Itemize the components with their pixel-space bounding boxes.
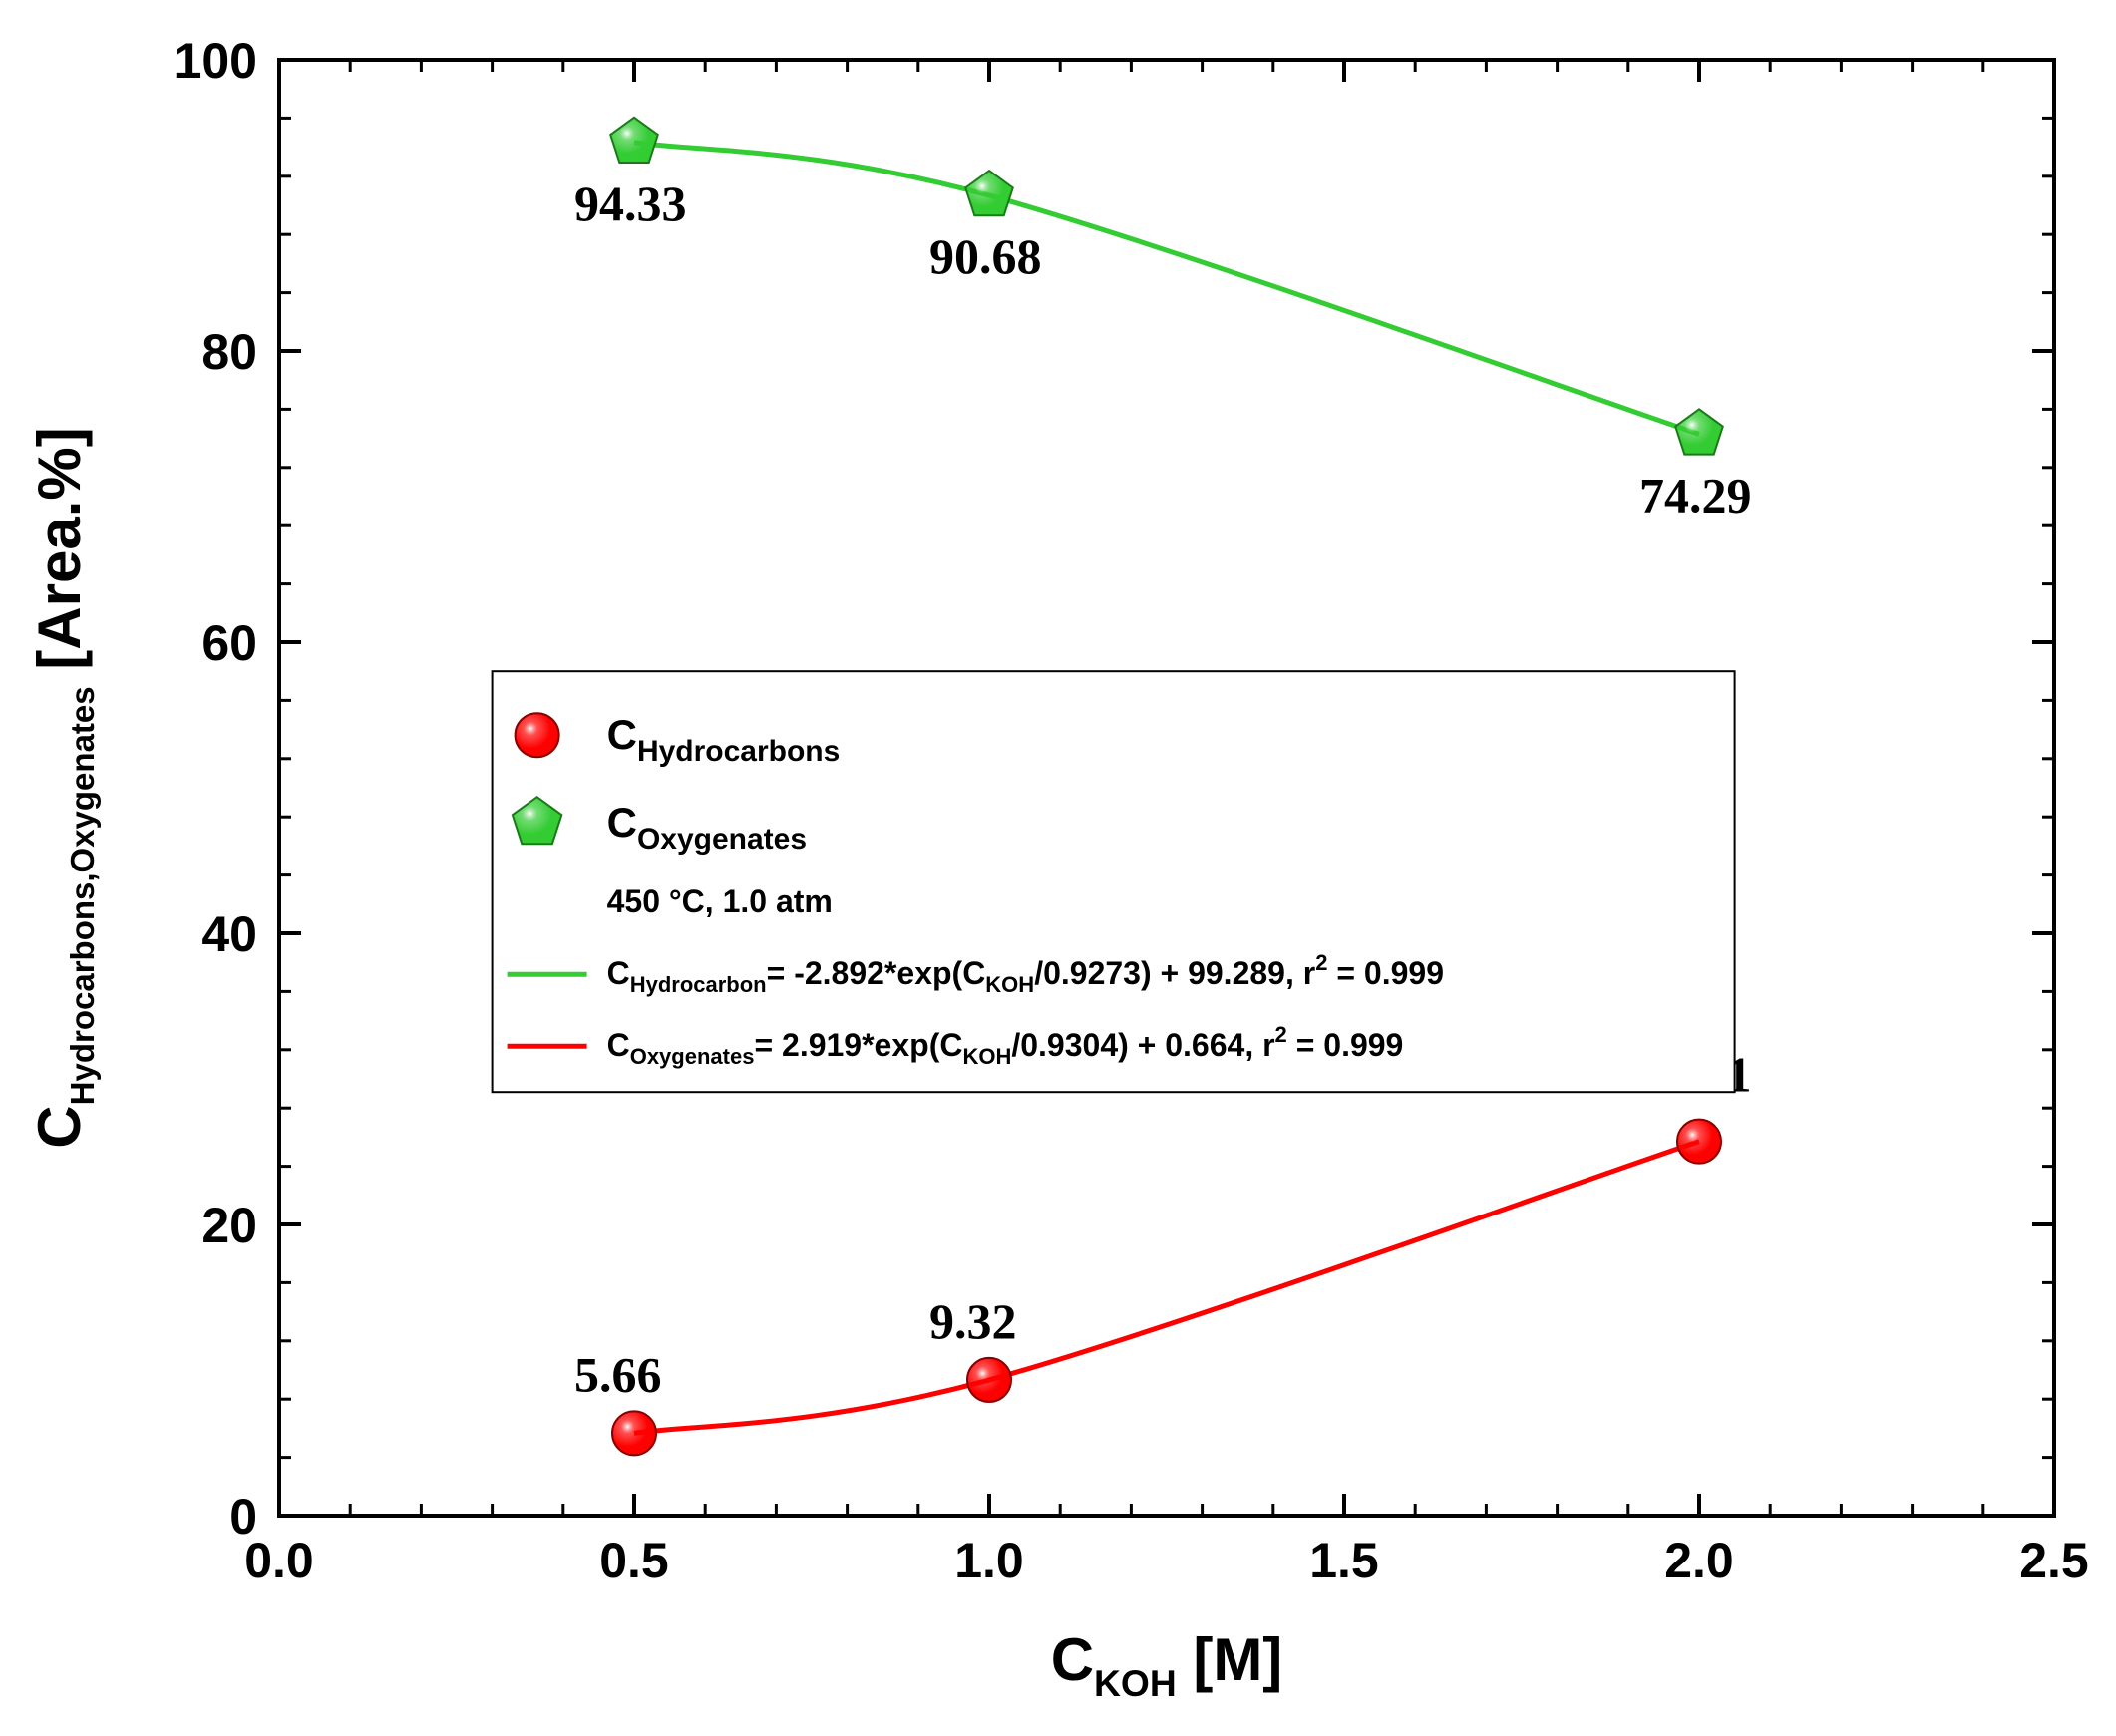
data-label: 74.29	[1639, 467, 1752, 522]
chart-container: 0.00.51.01.52.02.5020406080100CKOH [M]CH…	[0, 0, 2116, 1736]
x-tick-label: 2.5	[2019, 1533, 2089, 1588]
marker-pentagon	[1675, 409, 1723, 454]
x-axis-title: CKOH [M]	[1051, 1626, 1283, 1704]
data-label: 5.66	[574, 1346, 662, 1402]
data-label: 94.33	[574, 175, 687, 231]
x-tick-label: 0.5	[599, 1533, 669, 1588]
x-tick-label: 2.0	[1664, 1533, 1734, 1588]
legend-marker-circle	[516, 713, 559, 757]
marker-pentagon	[610, 118, 658, 163]
series-line-hydrocarbons	[634, 1142, 1699, 1434]
marker-circle	[612, 1411, 656, 1455]
y-tick-label: 60	[201, 615, 257, 671]
y-tick-label: 80	[201, 324, 257, 380]
y-tick-label: 100	[175, 33, 257, 89]
marker-circle	[1677, 1120, 1721, 1164]
marker-pentagon	[965, 171, 1013, 215]
data-label: 9.32	[929, 1293, 1017, 1349]
y-tick-label: 20	[201, 1198, 257, 1253]
data-label: 90.68	[929, 228, 1042, 284]
marker-circle	[967, 1358, 1011, 1402]
x-tick-label: 1.5	[1309, 1533, 1379, 1588]
x-tick-label: 1.0	[954, 1533, 1024, 1588]
y-tick-label: 40	[201, 906, 257, 962]
y-axis-title: CHydrocarbons,Oxygenates [Area.%]	[26, 427, 101, 1148]
legend-condition: 450 °C, 1.0 atm	[607, 883, 833, 919]
chart-svg: 0.00.51.01.52.02.5020406080100CKOH [M]CH…	[0, 0, 2116, 1736]
series-line-oxygenates	[634, 143, 1699, 435]
y-tick-label: 0	[229, 1489, 257, 1545]
